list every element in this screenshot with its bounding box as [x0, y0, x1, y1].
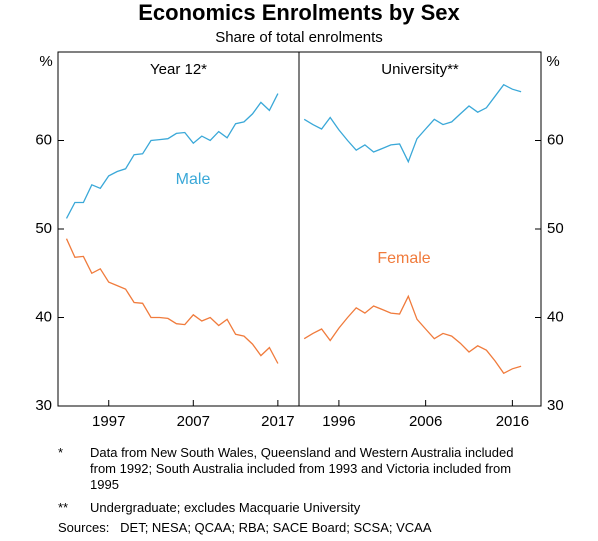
- line-series: [303, 294, 522, 375]
- y-axis-label: %: [546, 53, 559, 70]
- y-tick-label: 40: [35, 308, 52, 325]
- panel-title: University**: [381, 61, 459, 78]
- x-tick-label: 1997: [92, 413, 125, 430]
- line-series: [65, 93, 279, 219]
- line-series: [65, 238, 279, 364]
- note-text: Undergraduate; excludes Macquarie Univer…: [90, 500, 361, 515]
- chart-subtitle: Share of total enrolments: [215, 29, 383, 46]
- note-mark: **: [58, 500, 69, 515]
- y-axis-label: %: [39, 53, 52, 70]
- x-tick-label: 2016: [496, 413, 529, 430]
- y-tick-label: 60: [547, 131, 564, 148]
- y-tick-label: 50: [547, 220, 564, 237]
- x-tick-label: 1996: [322, 413, 355, 430]
- y-tick-label: 30: [35, 397, 52, 414]
- y-tick-label: 50: [35, 220, 52, 237]
- x-tick-label: 2007: [177, 413, 210, 430]
- y-tick-label: 40: [547, 308, 564, 325]
- x-tick-label: 2006: [409, 413, 442, 430]
- y-tick-label: 30: [547, 397, 564, 414]
- sources: Sources: DET; NESA; QCAA; RBA; SACE Boar…: [58, 520, 432, 535]
- series-label: Female: [377, 250, 430, 267]
- x-tick-label: 2017: [261, 413, 294, 430]
- note-text: Data from New South Wales, Queensland an…: [90, 445, 514, 492]
- y-tick-label: 60: [35, 131, 52, 148]
- chart-title: Economics Enrolments by Sex: [138, 0, 460, 25]
- note-mark: *: [58, 445, 64, 460]
- series-label: Male: [176, 171, 211, 188]
- panel-title: Year 12*: [150, 61, 207, 78]
- line-series: [303, 83, 522, 164]
